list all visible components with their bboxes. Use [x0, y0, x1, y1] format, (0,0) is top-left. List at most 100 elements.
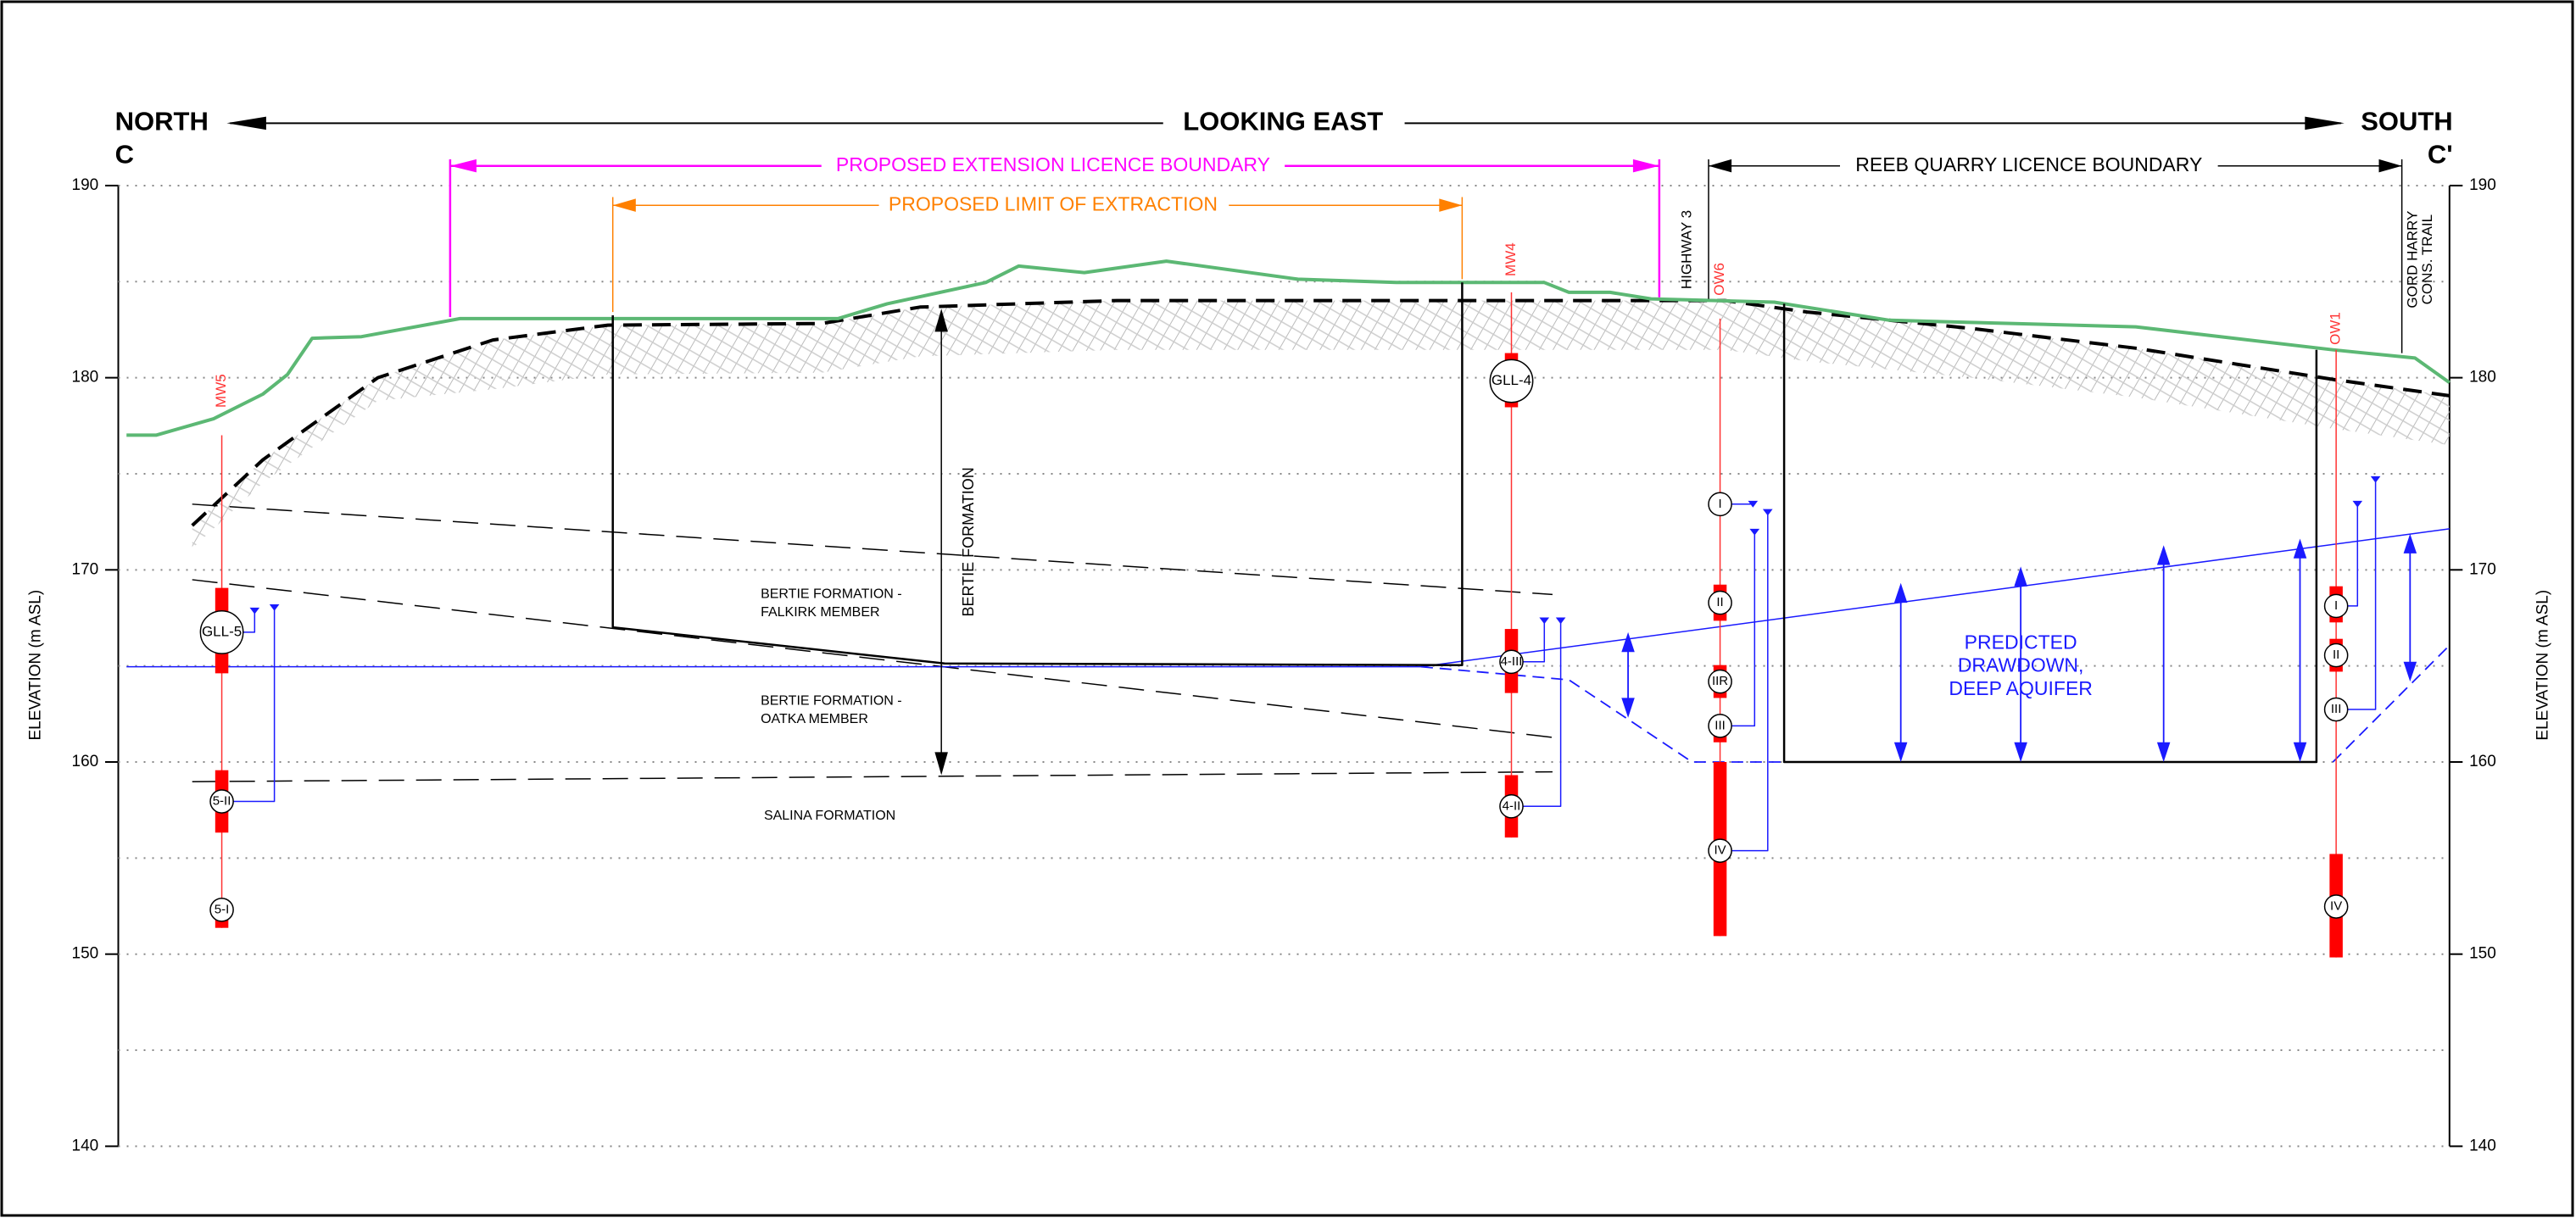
tick-label: 180 — [2469, 369, 2496, 387]
arrow-head — [2403, 533, 2417, 553]
screen-label: III — [1715, 718, 1726, 732]
screen-label: IV — [1714, 843, 1726, 858]
piezometer-link — [233, 609, 276, 803]
piezometer-link — [2347, 481, 2377, 710]
piezometer-link — [1523, 622, 1562, 808]
formation-label: FALKIRK MEMBER — [761, 605, 879, 620]
arrow-head — [934, 752, 948, 776]
tick-label: 180 — [72, 369, 99, 387]
tick-label: 190 — [72, 176, 99, 194]
arrow-head — [2014, 742, 2027, 762]
screen-label: IV — [2330, 898, 2342, 913]
arrow-head — [1439, 198, 1463, 212]
extraction-limit — [611, 282, 1464, 666]
tick-label: 140 — [2469, 1137, 2496, 1154]
water-marker — [1539, 617, 1550, 625]
section-label: C' — [2428, 139, 2453, 169]
well-name: OW1 — [2328, 312, 2344, 345]
tick-label: 190 — [2469, 176, 2496, 194]
quarry-floor — [1782, 303, 2318, 764]
north-label: NORTH — [115, 107, 209, 136]
formation-label: BERTIE FORMATION — [960, 467, 977, 616]
formation-contact — [192, 770, 1553, 782]
drawdown-level — [1420, 665, 1783, 763]
tick-label: 150 — [72, 945, 99, 963]
screen-circle — [1499, 649, 1524, 675]
screen-circle — [209, 898, 234, 922]
piezometer-link — [1731, 503, 1754, 506]
screen-label: 5-I — [215, 902, 230, 916]
screen-label: 4-II — [1503, 798, 1521, 813]
screen-circle — [1499, 794, 1524, 819]
ground-surface — [126, 259, 2451, 437]
water-marker — [249, 607, 260, 615]
drawdown-level — [2332, 644, 2451, 763]
screen-label: I — [2334, 598, 2338, 613]
tick-label: 170 — [72, 560, 99, 578]
screen-label: IIR — [1712, 674, 1728, 688]
screen-circle — [209, 789, 234, 814]
tick-label: 170 — [2469, 560, 2496, 578]
screen-circle — [1489, 359, 1534, 403]
piezometer-link — [1731, 514, 1769, 852]
screen-circle — [1708, 838, 1732, 863]
formation-label: SALINA FORMATION — [764, 809, 895, 823]
water-marker — [2370, 476, 2381, 483]
axis-title: ELEVATION (m ASL) — [2534, 590, 2551, 741]
screen-circle — [2323, 593, 2349, 619]
drawdown-label: DEEP AQUIFER — [1949, 677, 2093, 699]
arrow-head — [1709, 159, 1732, 173]
arrow-head — [2293, 538, 2307, 559]
arrow-head — [2305, 116, 2345, 131]
screen-circle — [199, 610, 244, 654]
road-label: CONS. TRAIL — [2419, 214, 2435, 304]
arrow-head — [1621, 631, 1635, 653]
screen-label: 4-III — [1501, 654, 1523, 669]
screen-label: II — [1716, 595, 1723, 609]
well-name: MW5 — [213, 374, 229, 408]
screen-label: III — [2331, 702, 2342, 716]
screen-circle — [1708, 714, 1732, 738]
water-marker — [269, 604, 280, 611]
drawdown-label: DRAWDOWN, — [1958, 654, 2084, 676]
tick-label: 150 — [2469, 945, 2496, 963]
arrow-head — [2156, 545, 2171, 565]
arrow-head — [612, 198, 636, 212]
tick-label: 140 — [72, 1137, 99, 1154]
section-label: C — [115, 139, 134, 169]
arrow-head — [226, 116, 266, 131]
screen-circle — [1708, 590, 1732, 615]
screen-label: I — [1718, 497, 1721, 511]
drawdown-label: PREDICTED — [1965, 631, 2077, 653]
water-marker — [1555, 617, 1566, 625]
tick-label: 160 — [72, 753, 99, 770]
arrow-head — [1621, 698, 1635, 718]
formation-label: BERTIE FORMATION - — [761, 694, 902, 709]
arrow-head — [2378, 159, 2402, 173]
formation-contact — [192, 503, 1553, 596]
arrow-head — [1893, 582, 1908, 603]
screen-circle — [2323, 894, 2349, 919]
arrow-head — [1632, 159, 1659, 173]
water-marker — [1748, 500, 1759, 508]
screen-circle — [2323, 697, 2349, 722]
water-marker — [1762, 509, 1773, 516]
boundary-label: PROPOSED LIMIT OF EXTRACTION — [889, 192, 1218, 214]
screen-label: II — [2333, 648, 2339, 662]
road-label: GORD HARRY — [2405, 211, 2421, 309]
south-label: SOUTH — [2361, 107, 2453, 136]
piezometer-link — [1523, 622, 1546, 663]
screen-label: GLL-4 — [1492, 372, 1531, 388]
arrow-head — [449, 159, 477, 173]
screen-label: GLL-5 — [202, 623, 242, 639]
boundary-label: PROPOSED EXTENSION LICENCE BOUNDARY — [836, 153, 1270, 175]
looking-label: LOOKING EAST — [1183, 107, 1383, 136]
arrow-head — [934, 309, 948, 332]
piezometer-link — [243, 612, 256, 633]
arrow-head — [2014, 566, 2027, 587]
water-level — [126, 528, 2450, 668]
axis-title: ELEVATION (m ASL) — [27, 590, 45, 741]
